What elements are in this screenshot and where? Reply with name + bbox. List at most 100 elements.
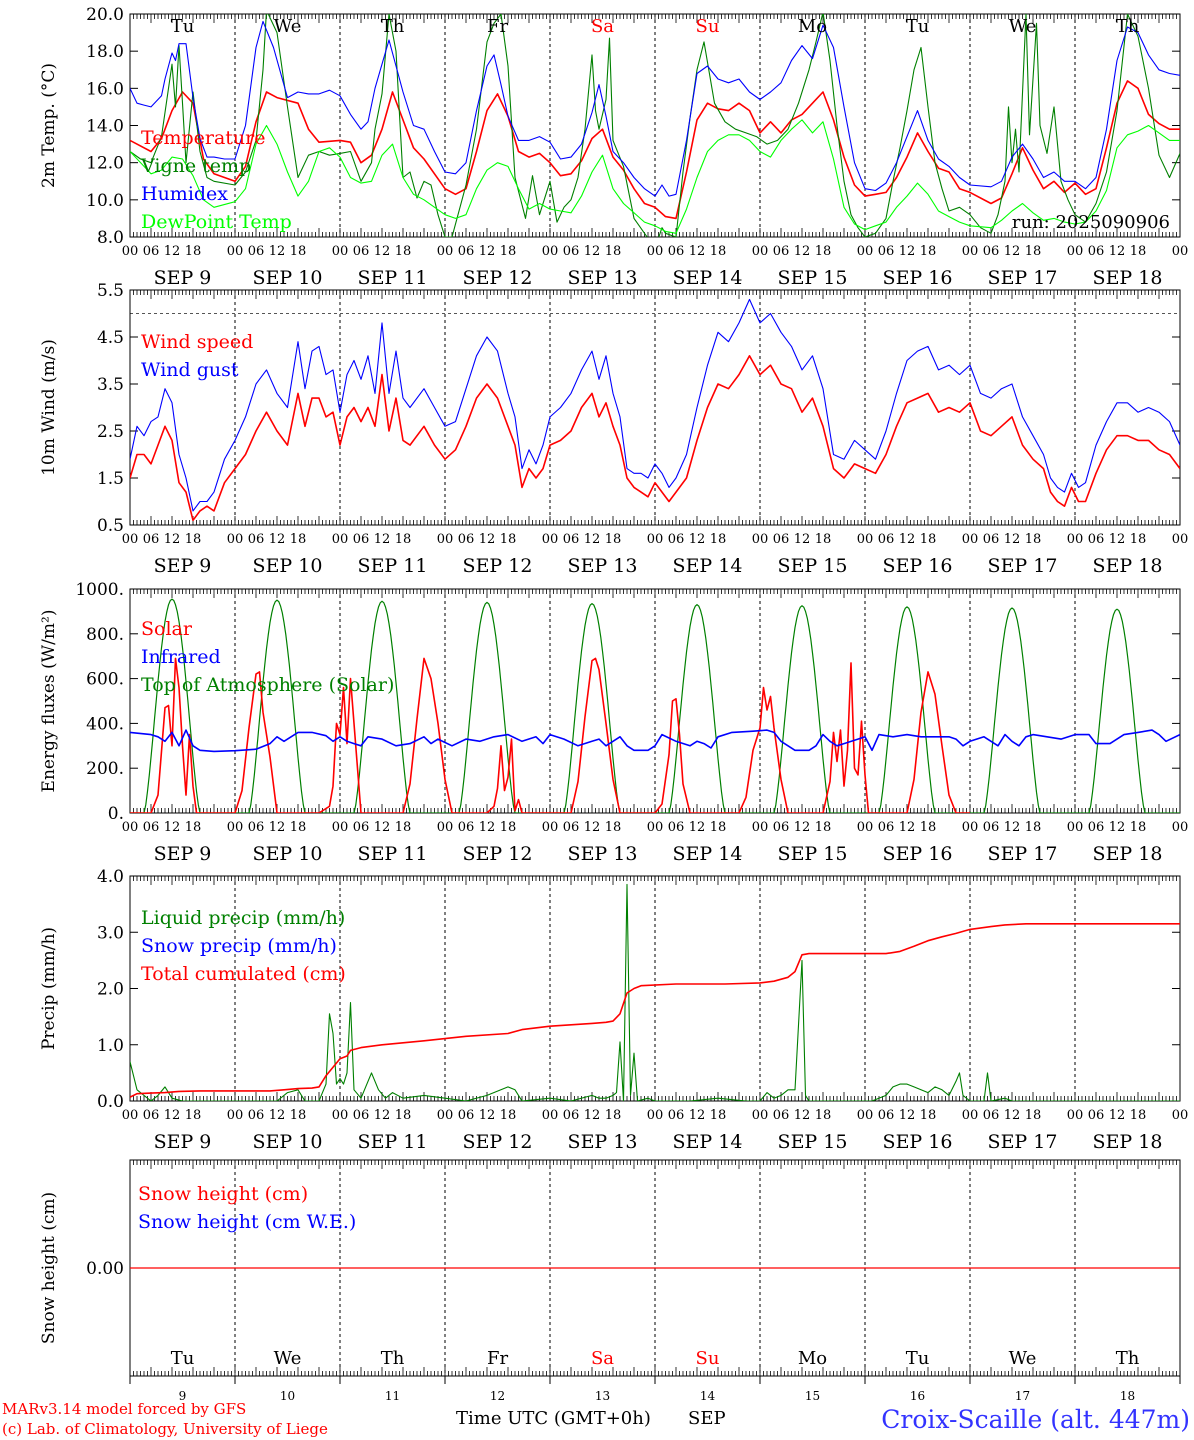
x-hour-tick-label: 18 <box>500 244 517 259</box>
x-hour-tick-label: 18 <box>920 1108 937 1123</box>
x-hour-tick-label: 18 <box>500 532 517 547</box>
y-tick-label: 0. <box>108 804 124 824</box>
y-tick-label: 12.0 <box>86 154 124 174</box>
x-date-label: SEP 16 <box>883 555 953 577</box>
x-hour-tick-label: 18 <box>1025 532 1042 547</box>
x-hour-tick-label: 06 <box>458 1108 475 1123</box>
x-hour-tick-label: 00 <box>542 820 559 835</box>
y-tick-label: 0.00 <box>86 1259 124 1279</box>
x-date-label: SEP 9 <box>154 267 212 289</box>
x-hour-tick-label: 06 <box>143 532 160 547</box>
legend-entry: Wind gust <box>141 359 239 381</box>
x-hour-tick-label: 00 <box>962 1108 979 1123</box>
x-hour-tick-label: 06 <box>143 244 160 259</box>
x-hour-tick-label: 00 <box>332 820 349 835</box>
x-date-label: SEP 13 <box>568 843 638 865</box>
x-hour-tick-label: 06 <box>878 244 895 259</box>
y-tick-label: 10.0 <box>86 191 124 211</box>
day-number-label: 13 <box>595 1389 610 1403</box>
x-hour-tick-label: 12 <box>794 532 811 547</box>
day-name-label: Tu <box>171 16 195 37</box>
panel-frame <box>129 588 1181 814</box>
series-liquid-precip-mm-h-line <box>130 883 1180 1101</box>
x-hour-tick-label: 06 <box>248 1108 265 1123</box>
x-hour-tick-label: 18 <box>815 244 832 259</box>
day-name-label: Fr <box>487 1348 508 1369</box>
x-date-label: SEP 14 <box>673 555 743 577</box>
x-hour-tick-label: 12 <box>584 532 601 547</box>
x-hour-tick-label: 06 <box>248 820 265 835</box>
x-hour-tick-label: 06 <box>353 1108 370 1123</box>
x-hour-tick-label: 18 <box>1025 820 1042 835</box>
x-hour-tick-label: 12 <box>1004 820 1021 835</box>
x-date-label: SEP 15 <box>778 267 848 289</box>
x-hour-tick-label: 06 <box>248 532 265 547</box>
x-hour-tick-label: 12 <box>689 244 706 259</box>
x-date-label: SEP 16 <box>883 267 953 289</box>
x-date-label: SEP 9 <box>154 555 212 577</box>
x-hour-tick-label: 12 <box>1004 532 1021 547</box>
series-dewpoint-temp-line <box>130 119 1180 234</box>
y-tick-label: 3.5 <box>97 375 124 395</box>
x-hour-tick-label: 06 <box>248 244 265 259</box>
x-hour-tick-label: 06 <box>983 244 1000 259</box>
y-tick-label: 1.0 <box>97 1036 124 1056</box>
x-date-label: SEP 17 <box>988 843 1058 865</box>
series-group <box>130 14 1180 237</box>
x-hour-tick-label: 18 <box>395 532 412 547</box>
x-date-label: SEP 9 <box>154 1131 212 1153</box>
legend-entry: Snow height (cm) <box>138 1183 308 1205</box>
x-date-label: SEP 10 <box>253 843 323 865</box>
x-date-label: SEP 12 <box>463 267 533 289</box>
x-hour-tick-label: 12 <box>794 244 811 259</box>
x-hour-tick-label: 06 <box>458 820 475 835</box>
x-hour-tick-label: 12 <box>794 1108 811 1123</box>
series-group <box>130 598 1180 813</box>
x-date-label: SEP 12 <box>463 843 533 865</box>
series-solar-line <box>130 657 970 813</box>
x-hour-tick-label: 00 <box>752 820 769 835</box>
day-name-label: Sa <box>591 16 614 37</box>
x-hour-tick-label: 18 <box>920 532 937 547</box>
x-hour-tick-label: 00 <box>332 244 349 259</box>
series-wind-speed-line <box>130 355 1180 522</box>
x-hour-tick-label: 12 <box>269 532 286 547</box>
legend-entry: Vigne temp <box>140 155 251 177</box>
legend-entry: Snow precip (mm/h) <box>141 935 337 957</box>
x-hour-tick-label: 06 <box>1088 244 1105 259</box>
x-hour-tick-label: 00 <box>227 532 244 547</box>
day-name-label: Tu <box>906 1348 930 1369</box>
x-date-label: SEP 16 <box>883 843 953 865</box>
x-hour-tick-label: 00 <box>647 820 664 835</box>
y-tick-label: 200. <box>86 759 124 779</box>
x-hour-tick-label: 12 <box>164 244 181 259</box>
x-hour-tick-label: 00 <box>227 244 244 259</box>
x-date-label: SEP 11 <box>358 843 428 865</box>
y-tick-label: 3.0 <box>97 923 124 943</box>
x-hour-tick-label: 18 <box>815 820 832 835</box>
panel-precip: 0.0 1.0 2.0 3.0 4.0 Precip (mm/h) Liquid preci… <box>39 867 1188 1153</box>
x-hour-tick-label: 18 <box>815 1108 832 1123</box>
legend-entry: Humidex <box>141 183 228 205</box>
x-hour-tick-label: 12 <box>1004 244 1021 259</box>
day-name-label: We <box>274 1348 302 1369</box>
x-date-label: SEP 12 <box>463 1131 533 1153</box>
x-hour-tick-label: 00 <box>332 1108 349 1123</box>
day-name-label: Tu <box>906 16 930 37</box>
x-hour-tick-label: 00 <box>542 532 559 547</box>
x-hour-tick-label: 00 <box>857 820 874 835</box>
day-name-label: We <box>1009 16 1037 37</box>
x-hour-tick-label: 00 <box>122 532 139 547</box>
x-hour-tick-label: 18 <box>710 820 727 835</box>
x-hour-tick-label: 18 <box>290 244 307 259</box>
x-hour-tick-label: 12 <box>164 820 181 835</box>
legend-entry: Snow height (cm W.E.) <box>138 1211 356 1233</box>
x-hour-tick-label: 12 <box>479 1108 496 1123</box>
x-hour-tick-label: 12 <box>479 244 496 259</box>
x-hour-tick-label: 00 <box>1172 820 1189 835</box>
x-hour-tick-label: 12 <box>584 244 601 259</box>
x-date-label: SEP 12 <box>463 555 533 577</box>
x-ticks <box>129 1160 1181 1376</box>
x-hour-tick-label: 00 <box>752 244 769 259</box>
